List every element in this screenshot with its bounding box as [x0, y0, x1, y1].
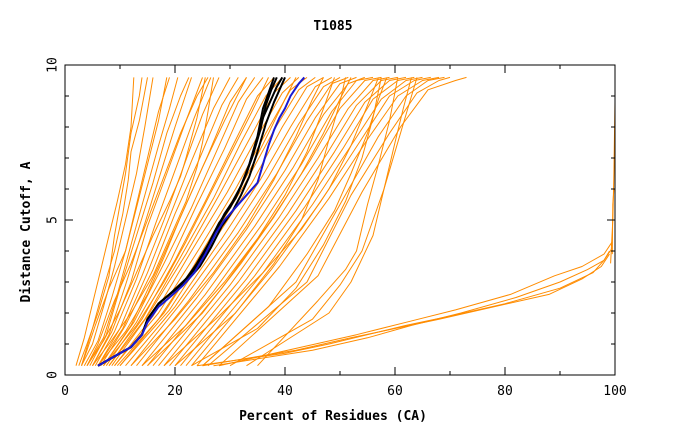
series-layer: [75, 76, 616, 367]
series-line-39: [86, 77, 209, 366]
series-line-67: [97, 76, 306, 367]
x-tick-label-60: 60: [387, 384, 403, 399]
series-line-12: [103, 77, 256, 366]
series-line-15: [108, 77, 283, 367]
series-line-58: [202, 253, 610, 367]
series-line-10: [100, 77, 239, 366]
ticks-layer: 0 20 40 60 80 100 0 5 10: [46, 57, 627, 399]
series-line-28: [163, 76, 390, 367]
series-line-50: [257, 77, 399, 367]
series-line-57: [196, 250, 610, 367]
series-line-60: [218, 241, 613, 367]
series-line-9: [97, 77, 231, 366]
series-line-56: [86, 77, 206, 366]
y-tick-label-0: 0: [46, 371, 61, 379]
x-tick-label-80: 80: [497, 384, 513, 399]
series-line-33: [191, 76, 431, 367]
series-line-14: [108, 77, 275, 366]
series-line-13: [105, 77, 264, 366]
x-tick-label-40: 40: [277, 384, 293, 399]
series-line-3: [86, 77, 179, 366]
x-tick-label-100: 100: [603, 384, 626, 399]
series-line-51: [174, 77, 346, 367]
y-axis-label: Distance Cutoff, A: [19, 161, 34, 302]
series-line-29: [169, 76, 398, 367]
series-line-19: [116, 77, 316, 367]
y-tick-label-5: 5: [46, 216, 61, 224]
series-line-47: [163, 77, 379, 367]
series-line-22: [130, 76, 341, 367]
series-line-49: [246, 77, 412, 367]
series-line-46: [147, 77, 352, 367]
x-tick-label-20: 20: [167, 384, 183, 399]
series-line-30: [174, 76, 407, 367]
series-line-21: [125, 76, 333, 367]
series-line-43: [103, 77, 269, 367]
series-line-5: [92, 77, 192, 366]
series-line-55: [92, 77, 214, 367]
series-line-20: [119, 76, 324, 367]
series-line-7: [94, 77, 212, 366]
series-line-59: [213, 247, 613, 367]
series-line-25: [147, 76, 365, 367]
x-axis-label: Percent of Residues (CA): [239, 409, 427, 424]
series-line-41: [81, 77, 148, 366]
series-line-53: [141, 77, 335, 367]
series-line-38: [81, 77, 170, 366]
series-line-23: [136, 76, 349, 367]
series-line-4: [89, 77, 190, 366]
series-line-1: [81, 77, 154, 366]
series-line-35: [202, 76, 445, 367]
series-line-37: [218, 76, 467, 367]
series-line-42: [97, 77, 247, 367]
x-tick-label-0: 0: [61, 384, 69, 399]
series-line-48: [229, 77, 418, 367]
series-line-62: [611, 188, 615, 255]
series-line-36: [207, 76, 451, 367]
series-line-54: [191, 77, 382, 367]
y-tick-label-10: 10: [46, 57, 61, 73]
series-line-45: [130, 77, 324, 367]
series-line-24: [141, 76, 357, 367]
series-line-66: [97, 76, 286, 367]
chart-title: T1085: [313, 19, 352, 34]
series-line-52: [202, 77, 388, 367]
series-line-40: [75, 77, 135, 366]
series-line-18: [114, 77, 308, 367]
series-line-31: [180, 76, 415, 367]
series-line-26: [152, 76, 374, 367]
